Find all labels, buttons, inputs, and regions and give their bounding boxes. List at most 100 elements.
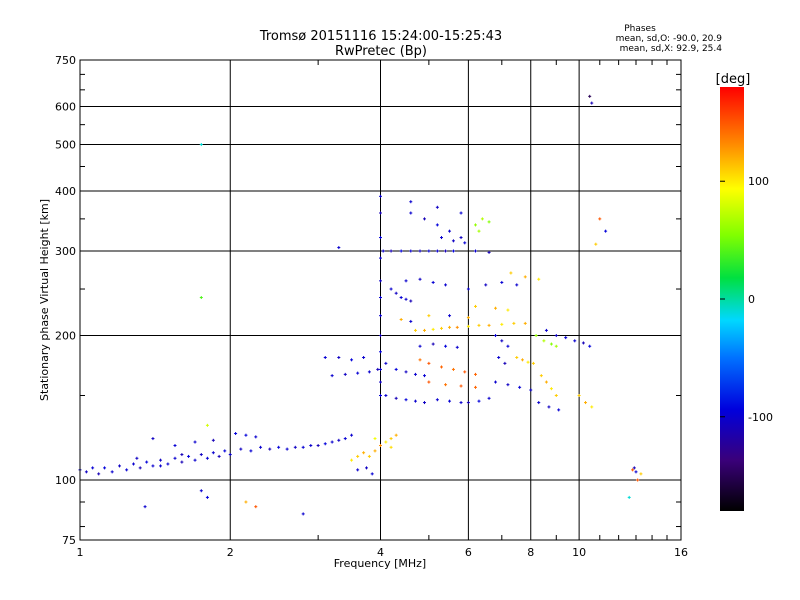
data-point-v <box>218 454 220 458</box>
data-point-v <box>445 283 447 287</box>
data-point <box>584 401 588 405</box>
data-point <box>409 249 413 253</box>
data-point <box>370 472 374 476</box>
data-point-v <box>395 291 397 295</box>
data-point <box>544 380 548 384</box>
data-point <box>487 250 491 254</box>
data-point <box>373 437 377 441</box>
data-point-v <box>428 249 430 253</box>
data-point-v <box>405 370 407 374</box>
data-point <box>500 322 504 326</box>
data-point-v <box>507 344 509 348</box>
data-point-v <box>485 283 487 287</box>
data-point-v <box>212 438 214 442</box>
data-point-v <box>495 380 497 384</box>
data-point <box>455 345 459 349</box>
data-point <box>394 367 398 371</box>
data-point-v <box>414 372 416 376</box>
data-point <box>399 296 403 300</box>
data-point <box>529 388 533 392</box>
data-point-v <box>390 287 392 291</box>
data-point <box>506 308 510 312</box>
data-point-v <box>410 249 412 253</box>
data-point <box>473 223 477 227</box>
data-point <box>379 350 382 354</box>
data-point-v <box>498 355 500 359</box>
data-point <box>409 299 413 303</box>
data-point <box>477 399 481 403</box>
data-point-v <box>119 464 121 468</box>
data-point <box>422 217 426 221</box>
data-point <box>205 456 209 460</box>
data-point <box>138 466 142 470</box>
data-point-v <box>200 489 202 493</box>
data-point-v <box>331 374 333 378</box>
data-point-v <box>351 458 353 462</box>
data-point <box>350 358 354 362</box>
data-point-v <box>488 323 490 327</box>
data-point <box>379 334 382 338</box>
data-point-v <box>377 367 379 371</box>
data-point-v <box>474 304 476 308</box>
data-point-v <box>504 361 506 365</box>
data-point-v <box>495 334 497 338</box>
data-point <box>343 372 347 376</box>
data-point-v <box>436 249 438 253</box>
y-tick-label: 200 <box>55 330 76 343</box>
data-point-v <box>250 449 252 453</box>
data-point-v <box>400 317 402 321</box>
data-point-v <box>555 394 557 398</box>
data-point <box>151 437 155 441</box>
data-point <box>379 444 382 448</box>
data-point-v <box>136 456 138 460</box>
data-point <box>422 374 426 378</box>
data-point-v <box>516 355 518 359</box>
data-point-v <box>460 211 462 215</box>
data-point-v <box>380 211 381 215</box>
data-point <box>394 291 398 295</box>
data-point <box>459 211 463 215</box>
data-point-v <box>351 433 353 437</box>
data-point <box>389 249 393 253</box>
data-point-v <box>235 432 237 436</box>
data-point <box>399 317 403 321</box>
data-point <box>249 449 253 453</box>
data-point <box>634 470 638 474</box>
data-point-v <box>385 394 387 398</box>
data-point <box>494 380 498 384</box>
data-point <box>356 454 360 458</box>
data-point <box>590 405 594 409</box>
data-point <box>365 466 369 470</box>
data-point <box>448 314 452 318</box>
data-point <box>159 464 163 468</box>
data-point <box>518 385 522 389</box>
data-point <box>223 449 227 453</box>
data-point-v <box>640 472 642 476</box>
data-point <box>500 339 504 343</box>
data-point <box>379 296 382 300</box>
data-point-v <box>524 321 526 325</box>
data-point-v <box>467 324 469 328</box>
colorbar-label: [deg] <box>716 72 751 87</box>
data-point <box>180 453 184 457</box>
data-point <box>459 384 463 388</box>
data-point-v <box>357 468 359 472</box>
data-point <box>440 236 444 240</box>
data-point-v <box>366 466 368 470</box>
grid-lines <box>80 60 681 540</box>
data-point <box>110 470 114 474</box>
data-point <box>435 205 439 209</box>
data-point-v <box>558 408 560 412</box>
data-point-v <box>633 466 635 470</box>
data-point <box>531 361 535 365</box>
data-point-v <box>540 374 542 378</box>
data-point-v <box>532 361 534 365</box>
data-point-v <box>555 344 557 348</box>
data-point <box>316 444 320 448</box>
data-point <box>254 435 258 439</box>
data-point-v <box>344 437 346 441</box>
data-point-v <box>167 462 169 466</box>
data-point <box>639 472 643 476</box>
data-point <box>581 341 585 345</box>
